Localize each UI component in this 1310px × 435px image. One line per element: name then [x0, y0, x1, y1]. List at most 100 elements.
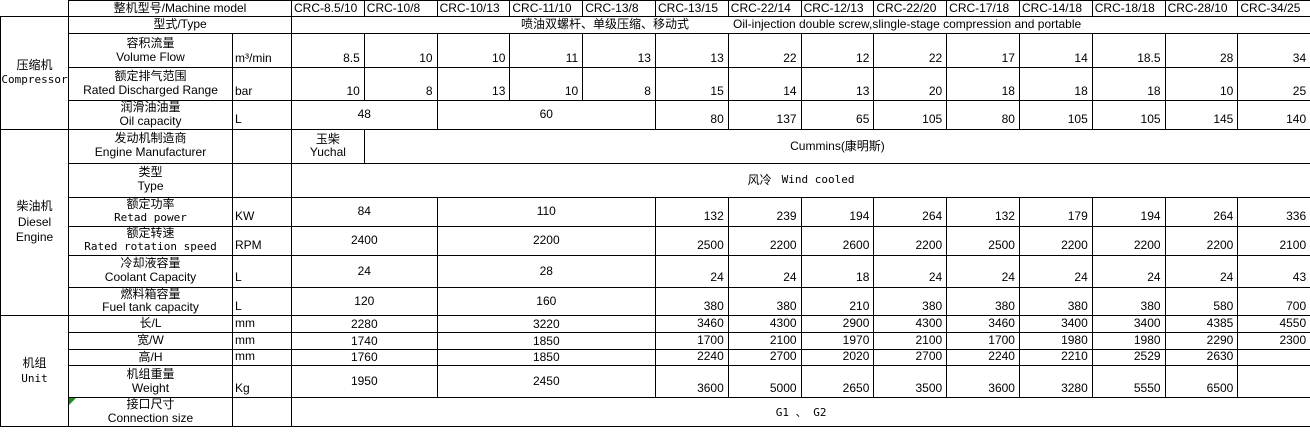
cell-text-line: 接口尺寸 [126, 397, 175, 412]
row-label-cell: 型式/Type [68, 16, 292, 34]
unit-cell: L [232, 100, 292, 130]
row-rated-power-value: 84 [291, 196, 438, 227]
row-rated-discharged-range-value: 14 [727, 67, 802, 101]
cell-text-line: Rated rotation speed [84, 240, 217, 254]
row-oil-capacity-value: 140 [1237, 100, 1310, 130]
cell-text-line: 机组 [22, 356, 47, 371]
corner-cell [0, 0, 69, 17]
row-rated-rotation-speed-value: 2500 [654, 225, 729, 256]
cell-parts: 喷油双螺杆、单级压缩、移动式 Oil-injection double screw… [293, 18, 1310, 31]
row-weight-value: 3280 [1018, 365, 1093, 399]
model-header-cell: CRC-10/13 [436, 0, 511, 17]
model-header-cell: CRC-28/10 [1164, 0, 1239, 17]
unit-cell: L [232, 254, 292, 288]
row-height-value: 2529 [1091, 349, 1166, 367]
row-label-cell: 冷却液容量 Coolant Capacity [68, 254, 233, 288]
row-height-value: 2630 [1164, 349, 1239, 367]
row-volume-flow-value: 34 [1237, 33, 1310, 68]
row-label-cell: 容积流量 Volume Flow [68, 33, 233, 68]
cell-text-line: Diesel [17, 214, 52, 229]
cell-text-line: 额定功率 [126, 197, 175, 212]
model-header-cell: CRC-34/25 [1237, 0, 1310, 17]
row-rated-power-value: 336 [1237, 196, 1310, 227]
row-coolant-capacity-value: 18 [800, 254, 875, 288]
row-width-value: 2100 [727, 332, 802, 351]
unit-cell [232, 128, 292, 164]
cell-text-line: 柴油机 [16, 199, 53, 213]
row-width: 宽/W mm 1740 1850 1700 2100 1970 2100 1700 1980 198… [1, 332, 1310, 351]
row-rated-rotation-speed-value: 2200 [436, 225, 656, 256]
row-rated-discharged-range-value: 18 [1091, 67, 1166, 101]
row-oil-capacity-value: 80 [946, 100, 1020, 130]
row-label-cell: 机组重量 Weight [68, 365, 233, 399]
row-weight-value: 1950 [291, 365, 438, 399]
row-rated-rotation-speed: 额定转速 Rated rotation speed RPM 2400 2200 2500 2… [1, 225, 1310, 256]
unit-cell: KW [232, 196, 292, 227]
row-rated-rotation-speed-value: 2200 [1018, 225, 1093, 256]
row-length-value: 3400 [1091, 315, 1166, 334]
cell-text-line: 额定排气范围 [114, 69, 187, 84]
cell-text-part: 风冷 [747, 172, 772, 187]
row-label-cell: 长/L [68, 315, 233, 334]
group-label-cell: 压缩机 Compressor [0, 16, 69, 130]
cell-text-line: Oil capacity [119, 113, 182, 128]
unit-cell: RPM [232, 225, 292, 256]
row-rated-discharged-range-value: 10 [291, 67, 365, 101]
row-rated-discharged-range: 额定排气范围 Rated Discharged Range bar 10 8 13 10 8 1… [1, 67, 1310, 101]
row-oil-capacity-value: 80 [654, 100, 729, 130]
row-volume-flow-value: 10 [436, 33, 511, 68]
row-rated-rotation-speed-value: 2200 [1091, 225, 1166, 256]
row-rated-discharged-range-value: 13 [436, 67, 511, 101]
row-rated-discharged-range-value: 18 [1018, 67, 1093, 101]
cell-text-line: 机组重量 [126, 367, 175, 382]
row-volume-flow-value: 22 [873, 33, 948, 68]
row-rated-rotation-speed-value: 2100 [1237, 225, 1310, 256]
row-fuel-tank-capacity-value: 380 [946, 286, 1020, 317]
row-rated-discharged-range-value: 8 [363, 67, 438, 101]
row-weight-value: 3600 [946, 365, 1020, 399]
row-length-value: 3460 [946, 315, 1020, 334]
row-volume-flow-value: 14 [1018, 33, 1093, 68]
row-fuel-tank-capacity-value: 700 [1237, 286, 1310, 317]
model-header-cell: CRC-13/8 [582, 0, 656, 17]
row-height-value: 2240 [946, 349, 1020, 367]
row-rated-rotation-speed-value: 2600 [800, 225, 875, 256]
cell-text-line: 类型 [138, 165, 163, 180]
row-coolant-capacity-value: 24 [727, 254, 802, 288]
cell-text-part: Wind cooled [781, 173, 855, 187]
model-header-cell: CRC-12/13 [800, 0, 875, 17]
cell-text-line: Connection size [107, 411, 194, 426]
row-oil-capacity-value: 137 [727, 100, 802, 130]
row-coolant-capacity-value: 24 [946, 254, 1020, 288]
row-length-value: 2280 [291, 315, 438, 334]
row-label-cell: 宽/W [68, 332, 233, 351]
row-rated-power-value: 110 [436, 196, 656, 227]
row-length: 机组 Unit 长/L mm 2280 3220 3460 4300 2900 4300 3460 3… [0, 315, 1310, 427]
row-rated-power-value: 239 [727, 196, 802, 227]
row-engine-manufacturer-value: 玉柴 Yuchal [291, 128, 365, 164]
row-fuel-tank-capacity-value: 380 [727, 286, 802, 317]
row-volume-flow-value: 13 [654, 33, 729, 68]
row-rated-power-value: 264 [1164, 196, 1239, 227]
cell-text-line: Weight [131, 380, 170, 395]
row-volume-flow-value: 22 [727, 33, 802, 68]
cell-text-line: Engine [15, 230, 54, 245]
row-rated-discharged-range-value: 13 [800, 67, 875, 101]
row-volume-flow-value: 28 [1164, 33, 1239, 68]
row-rated-rotation-speed-value: 2200 [1164, 225, 1239, 256]
row-height-value: 2700 [873, 349, 948, 367]
row-height-value: 2700 [727, 349, 802, 367]
row-coolant-capacity-value: 24 [1164, 254, 1239, 288]
row-length-value: 3220 [436, 315, 656, 334]
row-coolant-capacity-value: 24 [291, 254, 438, 288]
row-fuel-tank-capacity: 燃料箱容量 Fuel tank capacity L 120 160 380 380 210 3… [1, 286, 1310, 317]
row-label-cell: 高/H [68, 349, 233, 367]
row-width-value: 1850 [436, 332, 656, 351]
row-fuel-tank-capacity-value: 580 [1164, 286, 1239, 317]
row-label-cell: 发动机制造商 Engine Manufacturer [68, 128, 233, 164]
row-rated-power-value: 194 [1091, 196, 1166, 227]
row-weight-value: 2650 [800, 365, 875, 399]
